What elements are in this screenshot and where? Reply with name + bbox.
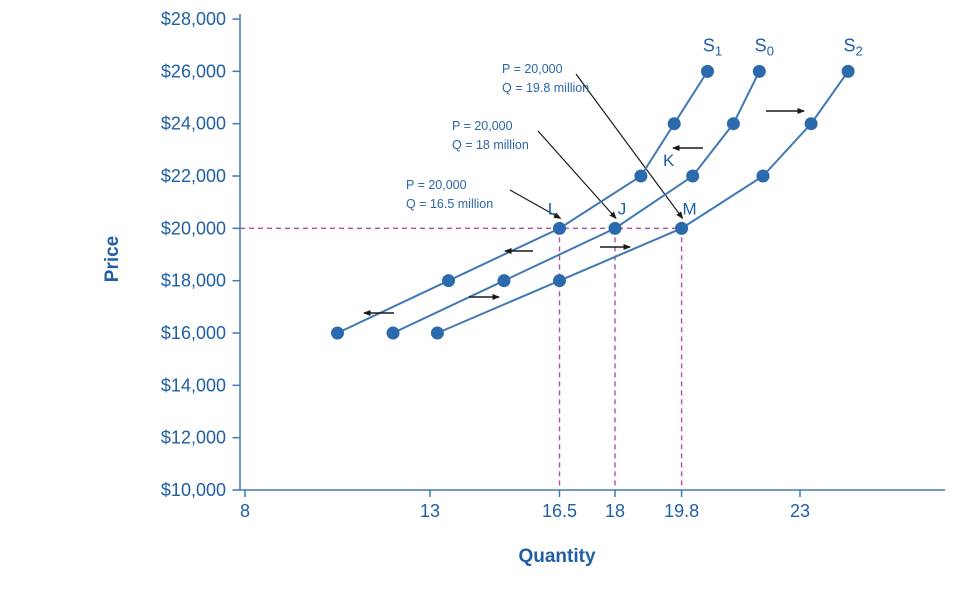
supply-curve-line	[337, 70, 709, 334]
supply-curve-s2: S2	[430, 35, 863, 340]
y-tick-label: $14,000	[161, 375, 226, 395]
supply-curve-line	[392, 70, 761, 334]
x-tick-label: 16.5	[542, 501, 577, 521]
curve-label-s2: S2	[843, 35, 862, 58]
supply-curve-line	[437, 70, 849, 334]
annotation-price-text: P = 20,000	[452, 119, 513, 133]
x-tick-label: 19.8	[664, 501, 699, 521]
data-point	[386, 326, 400, 340]
y-tick-label: $20,000	[161, 218, 226, 238]
curve-label-s0: S0	[755, 35, 774, 58]
x-tick-label: 18	[605, 501, 625, 521]
annotation-price-text: P = 20,000	[502, 62, 563, 76]
data-point	[752, 64, 766, 78]
data-point	[756, 169, 770, 183]
y-tick-label: $10,000	[161, 480, 226, 500]
data-point	[841, 64, 855, 78]
y-axis-title: Price	[102, 236, 123, 282]
annotation-leader-arrow	[537, 130, 617, 220]
x-axis-title: Quantity	[518, 546, 595, 567]
data-point	[701, 64, 714, 78]
y-tick-label: $28,000	[161, 9, 226, 29]
supply-curve-s1: S1	[331, 35, 722, 340]
annotation-quantity-text: Q = 16.5 million	[406, 197, 493, 211]
supply-curve-s0: S0	[386, 35, 774, 340]
data-point	[430, 326, 444, 340]
data-point	[442, 274, 455, 288]
data-point	[497, 274, 511, 288]
curve-label-s1: S1	[703, 35, 722, 58]
x-tick-label: 8	[240, 501, 250, 521]
point-label-l: L	[548, 199, 557, 218]
annotation-leader-arrow	[509, 189, 562, 219]
data-point	[667, 117, 681, 131]
data-point	[804, 117, 818, 131]
x-tick-label: 13	[420, 501, 440, 521]
data-point	[608, 221, 622, 235]
data-point	[553, 274, 566, 288]
y-tick-label: $26,000	[161, 61, 226, 81]
data-point	[331, 326, 344, 340]
point-label-j: J	[618, 199, 627, 218]
data-point	[686, 169, 700, 183]
y-tick-label: $12,000	[161, 428, 226, 448]
annotation-quantity-text: Q = 18 million	[452, 138, 529, 152]
y-tick-label: $18,000	[161, 271, 226, 291]
data-point	[726, 117, 740, 131]
annotation-quantity-text: Q = 19.8 million	[502, 81, 589, 95]
data-point	[675, 221, 689, 235]
point-label-k: K	[663, 151, 675, 170]
y-tick-label: $24,000	[161, 114, 226, 134]
annotation-price-text: P = 20,000	[406, 178, 467, 192]
y-tick-label: $16,000	[161, 323, 226, 343]
x-tick-label: 23	[790, 501, 810, 521]
point-label-m: M	[683, 199, 697, 218]
data-point	[634, 169, 648, 183]
annotation-leader-arrow	[575, 73, 684, 220]
y-tick-label: $22,000	[161, 166, 226, 186]
data-point	[553, 221, 566, 235]
